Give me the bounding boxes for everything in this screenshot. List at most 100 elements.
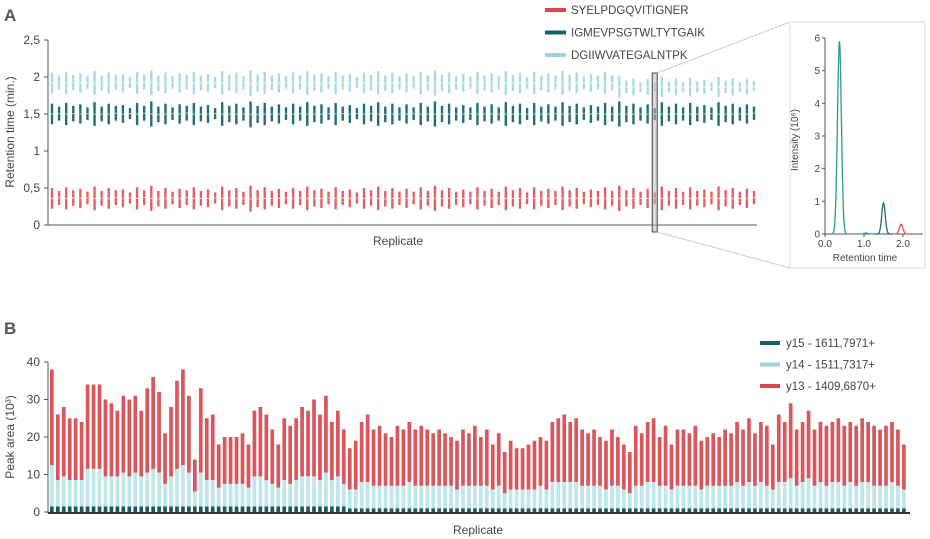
stacked-bar-segment: [806, 478, 811, 509]
stacked-bar-segment: [580, 508, 584, 512]
stacked-bar-segment: [50, 369, 54, 466]
stacked-bar-segment: [854, 508, 859, 512]
stacked-bar-segment: [717, 437, 722, 486]
stacked-bar-segment: [723, 485, 727, 509]
stacked-bar-segment: [139, 410, 144, 477]
stacked-bar-segment: [318, 480, 322, 507]
stacked-bar-segment: [461, 485, 465, 509]
y-axis-ticks-b: 0 10 20 30 40: [27, 355, 48, 519]
stacked-bar-segment: [598, 485, 602, 509]
stacked-bar-segment: [770, 444, 775, 490]
stacked-bar-segment: [252, 506, 257, 513]
stacked-bar-segment: [610, 429, 614, 486]
stacked-bar-segment: [872, 425, 876, 486]
stacked-bar-segment: [544, 489, 549, 509]
stacked-bar-segment: [872, 485, 876, 509]
stacked-bar-segment: [347, 448, 352, 490]
stacked-bar-segment: [586, 433, 590, 486]
stacked-bar-segment: [222, 506, 227, 513]
stacked-bar-segment: [765, 425, 769, 486]
stacked-bar-segment: [443, 433, 447, 486]
stacked-bar-segment: [288, 506, 293, 513]
stacked-bar-segment: [729, 508, 733, 512]
plot-area-b: [50, 369, 906, 513]
stacked-bar-segment: [365, 508, 370, 512]
stacked-bar-segment: [884, 485, 888, 509]
stacked-bar-segment: [830, 482, 835, 509]
stacked-bar-segment: [240, 506, 245, 513]
stacked-bar-segment: [371, 485, 376, 509]
stacked-bar-segment: [836, 482, 841, 509]
stacked-bar-segment: [860, 418, 865, 482]
stacked-bar-segment: [514, 448, 519, 490]
zoom-connector-top: [657, 21, 791, 74]
stacked-bar-segment: [502, 508, 507, 512]
stacked-bar-segment: [55, 414, 60, 481]
stacked-bar-segment: [198, 388, 203, 473]
stacked-bar-segment: [193, 506, 197, 513]
stacked-bar-segment: [800, 422, 805, 482]
stacked-bar-segment: [139, 476, 144, 507]
stacked-bar-segment: [330, 422, 334, 481]
stacked-bar-segment: [538, 485, 543, 509]
stacked-bar-segment: [330, 480, 334, 507]
stacked-bar-segment: [443, 508, 447, 512]
stacked-bar-segment: [824, 425, 829, 486]
stacked-bar-segment: [300, 476, 304, 507]
stacked-bar-segment: [633, 425, 638, 486]
stacked-bar-segment: [312, 399, 316, 477]
stacked-bar-segment: [598, 508, 602, 512]
stacked-bar-segment: [103, 399, 108, 477]
stacked-bar-segment: [902, 489, 906, 509]
inset-frame: [789, 21, 926, 269]
stacked-bar-segment: [681, 508, 686, 512]
inset-peak-line: [874, 201, 893, 235]
y-tick-label-a: 2,5: [23, 33, 40, 47]
stacked-bar-segment: [425, 485, 430, 509]
stacked-bar-segment: [91, 384, 96, 469]
stacked-bar-segment: [133, 506, 138, 513]
legend-label-b: y13 - 1409,6870+: [786, 381, 876, 393]
stacked-bar-segment: [532, 489, 537, 509]
stacked-bar-segment: [651, 482, 656, 509]
stacked-bar-segment: [717, 485, 722, 509]
stacked-bar-segment: [246, 487, 251, 507]
stacked-bar-segment: [401, 485, 406, 509]
stacked-bar-segment: [788, 478, 793, 509]
stacked-bar-segment: [860, 508, 865, 512]
stacked-bar-segment: [193, 491, 197, 507]
stacked-bar-segment: [651, 508, 656, 512]
stacked-bar-segment: [502, 452, 507, 494]
stacked-bar-segment: [395, 508, 400, 512]
stacked-bar-segment: [395, 485, 400, 509]
stacked-bar-segment: [735, 508, 739, 512]
stacked-bar-segment: [782, 482, 787, 509]
stacked-bar-segment: [604, 508, 608, 512]
stacked-bar-segment: [353, 489, 358, 509]
stacked-bar-segment: [574, 482, 579, 509]
inset-y-tick-label: 4: [814, 99, 820, 110]
stacked-bar-segment: [753, 485, 757, 509]
stacked-bar-segment: [562, 508, 567, 512]
stacked-bar-segment: [175, 468, 179, 507]
stacked-bar-segment: [73, 506, 78, 513]
stacked-bar-segment: [258, 407, 263, 477]
stacked-bar-segment: [568, 422, 573, 482]
stacked-bar-segment: [413, 508, 418, 512]
stacked-bar-segment: [735, 482, 739, 509]
stacked-bar-segment: [473, 508, 477, 512]
stacked-bar-segment: [765, 485, 769, 509]
stacked-bar-segment: [288, 483, 293, 507]
stacked-bar-segment: [896, 429, 900, 486]
stacked-bar-segment: [216, 506, 221, 513]
stacked-bar-segment: [121, 395, 126, 473]
legend-label-a: IGMEVPSGTWLTYTGAIK: [571, 28, 705, 40]
inset-y-tick-label: 3: [814, 132, 820, 143]
stacked-bar-segment: [377, 425, 382, 486]
inset-y-tick-label: 1: [814, 197, 820, 208]
stacked-bar-segment: [294, 418, 298, 481]
stacked-bar-segment: [663, 485, 668, 509]
stacked-bar-segment: [556, 418, 561, 482]
stacked-bar-segment: [115, 476, 120, 507]
